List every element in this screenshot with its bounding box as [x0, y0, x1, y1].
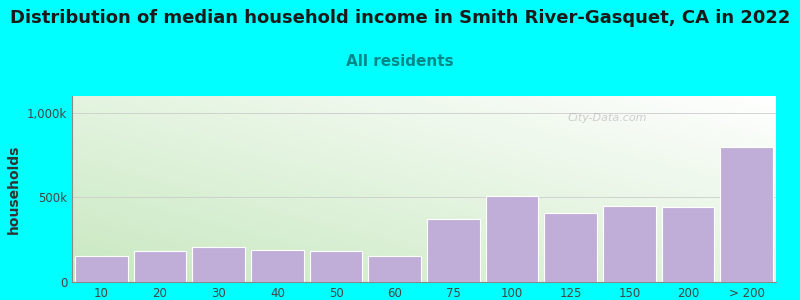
Text: Distribution of median household income in Smith River-Gasquet, CA in 2022: Distribution of median household income … [10, 9, 790, 27]
Bar [603, 206, 656, 282]
Text: City-Data.com: City-Data.com [567, 113, 646, 123]
Bar [544, 213, 597, 282]
Bar [662, 207, 714, 282]
Text: All residents: All residents [346, 54, 454, 69]
Bar [427, 219, 480, 282]
Bar [134, 251, 186, 282]
Bar [368, 256, 421, 282]
Bar [75, 256, 128, 282]
Bar [192, 247, 245, 282]
Y-axis label: households: households [7, 144, 22, 234]
Bar [720, 147, 773, 282]
Bar [486, 196, 538, 282]
Bar [310, 251, 362, 282]
Bar [251, 250, 304, 282]
